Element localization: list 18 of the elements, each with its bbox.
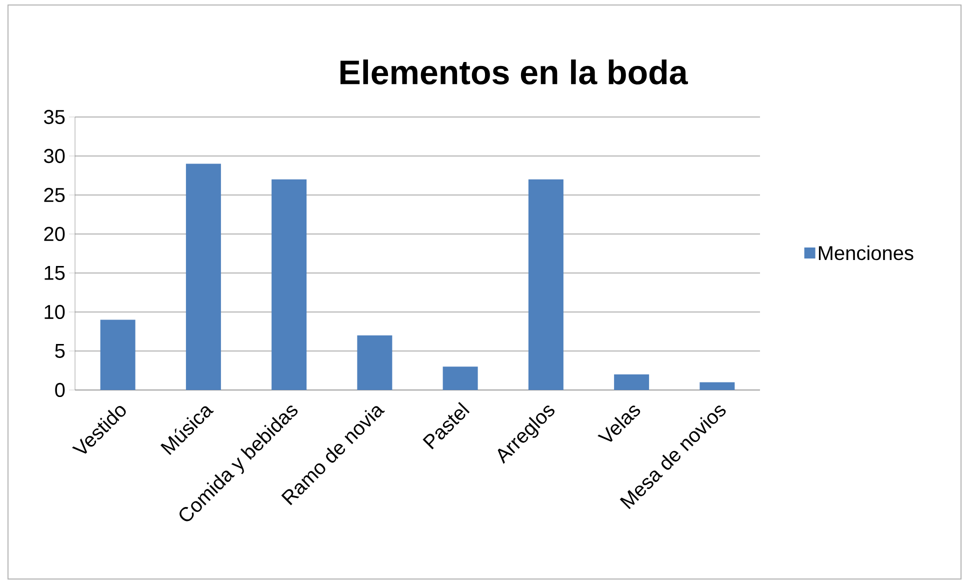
bar bbox=[614, 374, 650, 390]
y-tick-label: 0 bbox=[55, 382, 65, 398]
y-tick-label: 5 bbox=[55, 344, 65, 358]
y-tick-label: 25 bbox=[44, 188, 65, 202]
y-tick-label: 15 bbox=[44, 266, 65, 280]
y-tick-label: 35 bbox=[44, 110, 65, 124]
y-tick-label: 20 bbox=[44, 226, 65, 242]
bar bbox=[186, 164, 221, 390]
bar bbox=[357, 335, 392, 390]
y-tick-label: 30 bbox=[44, 148, 65, 164]
bar bbox=[700, 382, 735, 390]
bar bbox=[100, 320, 136, 390]
bar bbox=[272, 179, 307, 390]
chart-title: Elementos en la boda bbox=[340, 60, 688, 84]
legend-label: Menciones bbox=[818, 245, 914, 260]
bar bbox=[528, 179, 564, 390]
bar bbox=[442, 366, 478, 390]
y-tick-label: 10 bbox=[44, 304, 65, 320]
